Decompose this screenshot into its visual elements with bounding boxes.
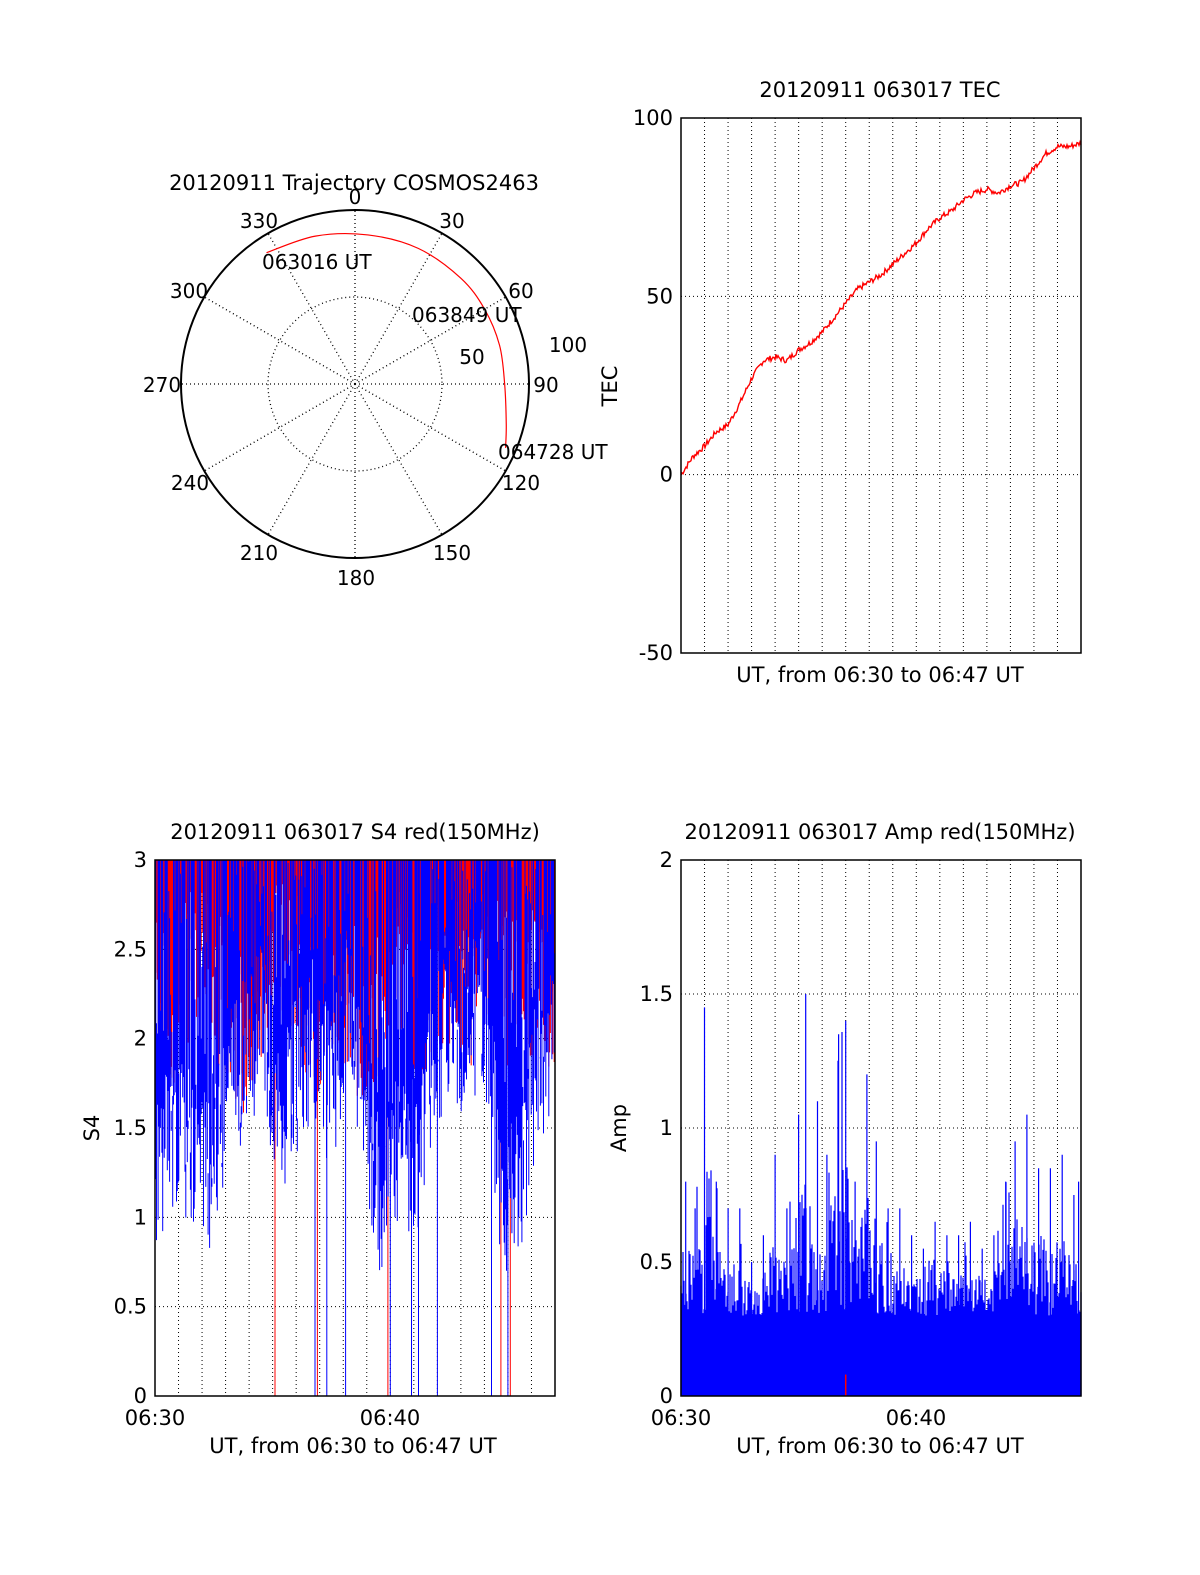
s4-y-tick-1: 1: [134, 1205, 147, 1229]
angle-label-270: 270: [143, 373, 181, 397]
amp-x-tick-0630: 06:30: [651, 1406, 712, 1430]
amp-y-tick-0.5: 0.5: [640, 1250, 673, 1274]
polar-spoke-150: [354, 383, 443, 536]
tec-y-ticks: -50 0 50 100: [633, 106, 673, 665]
tec-series-line: [680, 139, 1082, 476]
angle-label-0: 0: [349, 185, 362, 209]
angle-label-210: 210: [240, 541, 278, 565]
polar-spoke-210: [267, 383, 356, 536]
trajectory-line: [266, 233, 507, 448]
radial-label-100: 100: [549, 333, 587, 357]
s4-plot: 20120911 063017 S4 red(150MHz) 0 0.5 1 1.5 2…: [80, 820, 556, 1458]
s4-y-axis-label: S4: [80, 1115, 104, 1142]
angle-label-330: 330: [240, 209, 278, 233]
amp-plot-frame: [680, 859, 1082, 1397]
s4-title: 20120911 063017 S4 red(150MHz): [170, 820, 540, 844]
trajectory-start-label: 063016 UT: [262, 250, 372, 274]
angle-label-30: 30: [439, 209, 464, 233]
angle-label-180: 180: [337, 566, 375, 590]
s4-y-ticks: 0 0.5 1 1.5 2 2.5 3: [114, 848, 147, 1408]
polar-spoke-30: [354, 232, 443, 385]
s4-y-tick-0: 0: [134, 1384, 147, 1408]
trajectory-mid-label: 063849 UT: [412, 303, 522, 327]
angle-label-90: 90: [533, 373, 558, 397]
angle-label-60: 60: [508, 279, 533, 303]
tec-x-axis-label: UT, from 06:30 to 06:47 UT: [736, 663, 1024, 687]
angle-label-240: 240: [171, 471, 209, 495]
tec-y-axis-label: TEC: [598, 366, 622, 408]
s4-x-tick-0640: 06:40: [360, 1406, 421, 1430]
tec-plot: 20120911 063017 TEC -50 0 50 100 UT, from 0…: [598, 78, 1082, 687]
amp-y-ticks: 0 0.5 1 1.5 2: [640, 848, 673, 1408]
amp-series-blue: [680, 994, 1082, 1396]
amp-y-tick-1: 1: [660, 1116, 673, 1140]
amp-title: 20120911 063017 Amp red(150MHz): [684, 820, 1075, 844]
s4-y-tick-0.5: 0.5: [114, 1295, 147, 1319]
polar-spoke-60: [354, 296, 507, 385]
polar-title: 20120911 Trajectory COSMOS2463: [169, 171, 539, 195]
polar-angle-labels: 0 30 60 90 120 150 180 210 240 270 300 3…: [143, 185, 559, 590]
amp-y-axis-label: Amp: [607, 1104, 631, 1152]
amp-x-tick-0640: 06:40: [886, 1406, 947, 1430]
angle-label-120: 120: [502, 471, 540, 495]
trajectory-end-label: 064728 UT: [498, 440, 608, 464]
polar-outer-ring: [180, 209, 530, 559]
tec-grid: [681, 118, 1081, 653]
s4-y-tick-2: 2: [134, 1027, 147, 1051]
tec-y-tick-100: 100: [633, 106, 673, 130]
s4-y-tick-3: 3: [134, 848, 147, 872]
amp-y-tick-2: 2: [660, 848, 673, 872]
polar-ring-50: [267, 296, 443, 472]
s4-y-tick-2.5: 2.5: [114, 937, 147, 961]
polar-plot: 20120911 Trajectory COSMOS2463 0 30 60 9…: [143, 171, 608, 590]
amp-x-axis-label: UT, from 06:30 to 06:47 UT: [736, 1434, 1024, 1458]
amp-plot: 20120911 063017 Amp red(150MHz) 0 0.5 1 1.5…: [607, 820, 1082, 1458]
s4-x-tick-0630: 06:30: [125, 1406, 186, 1430]
amp-y-tick-1.5: 1.5: [640, 982, 673, 1006]
s4-bars: [154, 860, 556, 1396]
tec-y-tick--50: -50: [639, 641, 673, 665]
angle-label-300: 300: [170, 279, 208, 303]
polar-spoke-240: [203, 383, 356, 472]
tec-plot-frame: [680, 117, 1082, 654]
polar-spoke-330: [267, 232, 356, 385]
polar-spoke-120: [354, 383, 507, 472]
s4-plot-frame: [154, 859, 556, 1397]
polar-spoke-300: [203, 296, 356, 385]
polar-grid: [181, 210, 529, 558]
tec-y-tick-50: 50: [646, 284, 673, 308]
s4-x-axis-label: UT, from 06:30 to 06:47 UT: [209, 1434, 497, 1458]
s4-y-tick-1.5: 1.5: [114, 1116, 147, 1140]
amp-y-tick-0: 0: [660, 1384, 673, 1408]
amp-bars: [680, 994, 1082, 1396]
angle-label-150: 150: [433, 541, 471, 565]
tec-y-tick-0: 0: [660, 463, 673, 487]
radial-label-50: 50: [459, 345, 484, 369]
tec-title: 20120911 063017 TEC: [759, 78, 1000, 102]
